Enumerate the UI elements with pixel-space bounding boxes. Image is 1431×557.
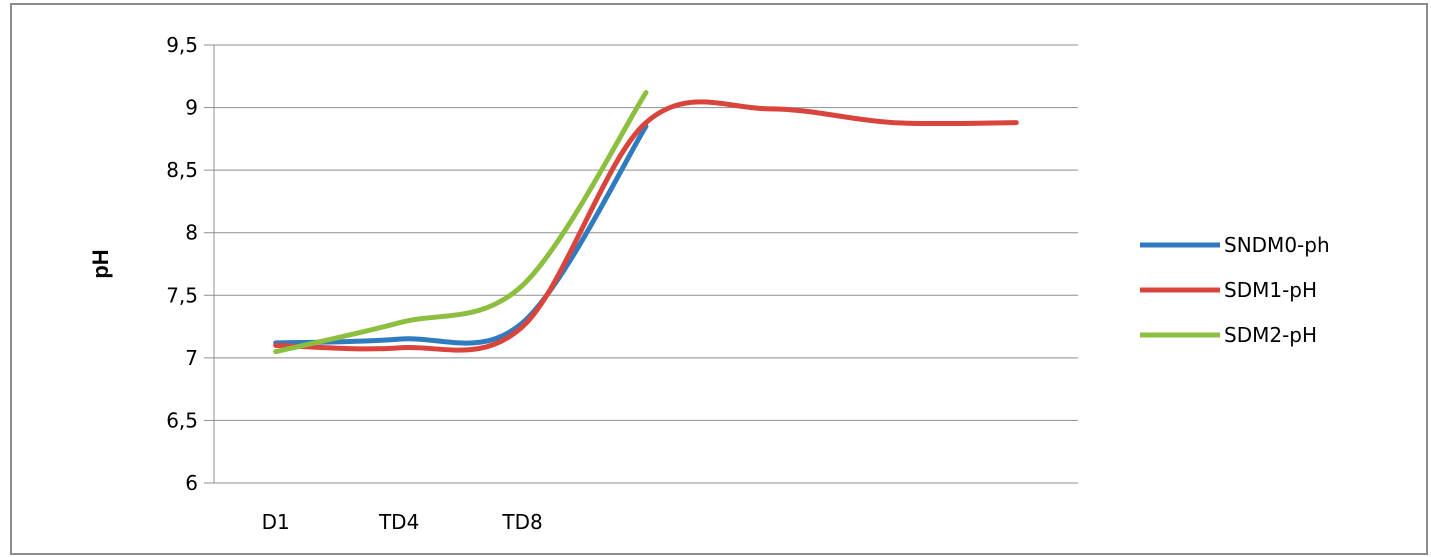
gridlines	[204, 44, 1078, 484]
x-tick-labels: D1 TD4 TD8	[262, 510, 543, 534]
series-line-SNDM0-ph	[273, 123, 649, 346]
y-tick-labels: 6 6,5 7 7,5 8 8,5 9 9,5	[166, 33, 198, 495]
x-tick-label: TD4	[378, 510, 419, 534]
series-line-SDM2-pH	[273, 90, 649, 355]
series-lines	[273, 90, 1019, 355]
y-tick-label: 9	[185, 96, 198, 120]
legend-label: SDM1-pH	[1224, 278, 1317, 302]
series-line-SDM1-pH	[273, 99, 1019, 353]
y-tick-label: 7	[185, 346, 198, 370]
y-tick-label: 7,5	[166, 283, 198, 307]
legend: SNDM0-ph SDM1-pH SDM2-pH	[1140, 233, 1330, 347]
axes	[213, 45, 1078, 484]
x-tick-label: D1	[262, 510, 290, 534]
y-tick-label: 8	[185, 221, 198, 245]
y-tick-label: 8,5	[166, 158, 198, 182]
legend-label: SNDM0-ph	[1224, 233, 1330, 257]
x-tick-label: TD8	[501, 510, 542, 534]
y-tick-label: 9,5	[166, 33, 198, 57]
y-axis-title: pH	[88, 249, 113, 278]
legend-label: SDM2-pH	[1224, 323, 1317, 347]
y-tick-label: 6,5	[166, 408, 198, 432]
chart-frame: 6 6,5 7 7,5 8 8,5 9 9,5 D1 TD4 TD8 pH SNDM0-ph SDM…	[10, 3, 1428, 555]
line-chart: 6 6,5 7 7,5 8 8,5 9 9,5 D1 TD4 TD8 pH SNDM0-ph SDM…	[88, 33, 1330, 534]
y-tick-label: 6	[185, 471, 198, 495]
